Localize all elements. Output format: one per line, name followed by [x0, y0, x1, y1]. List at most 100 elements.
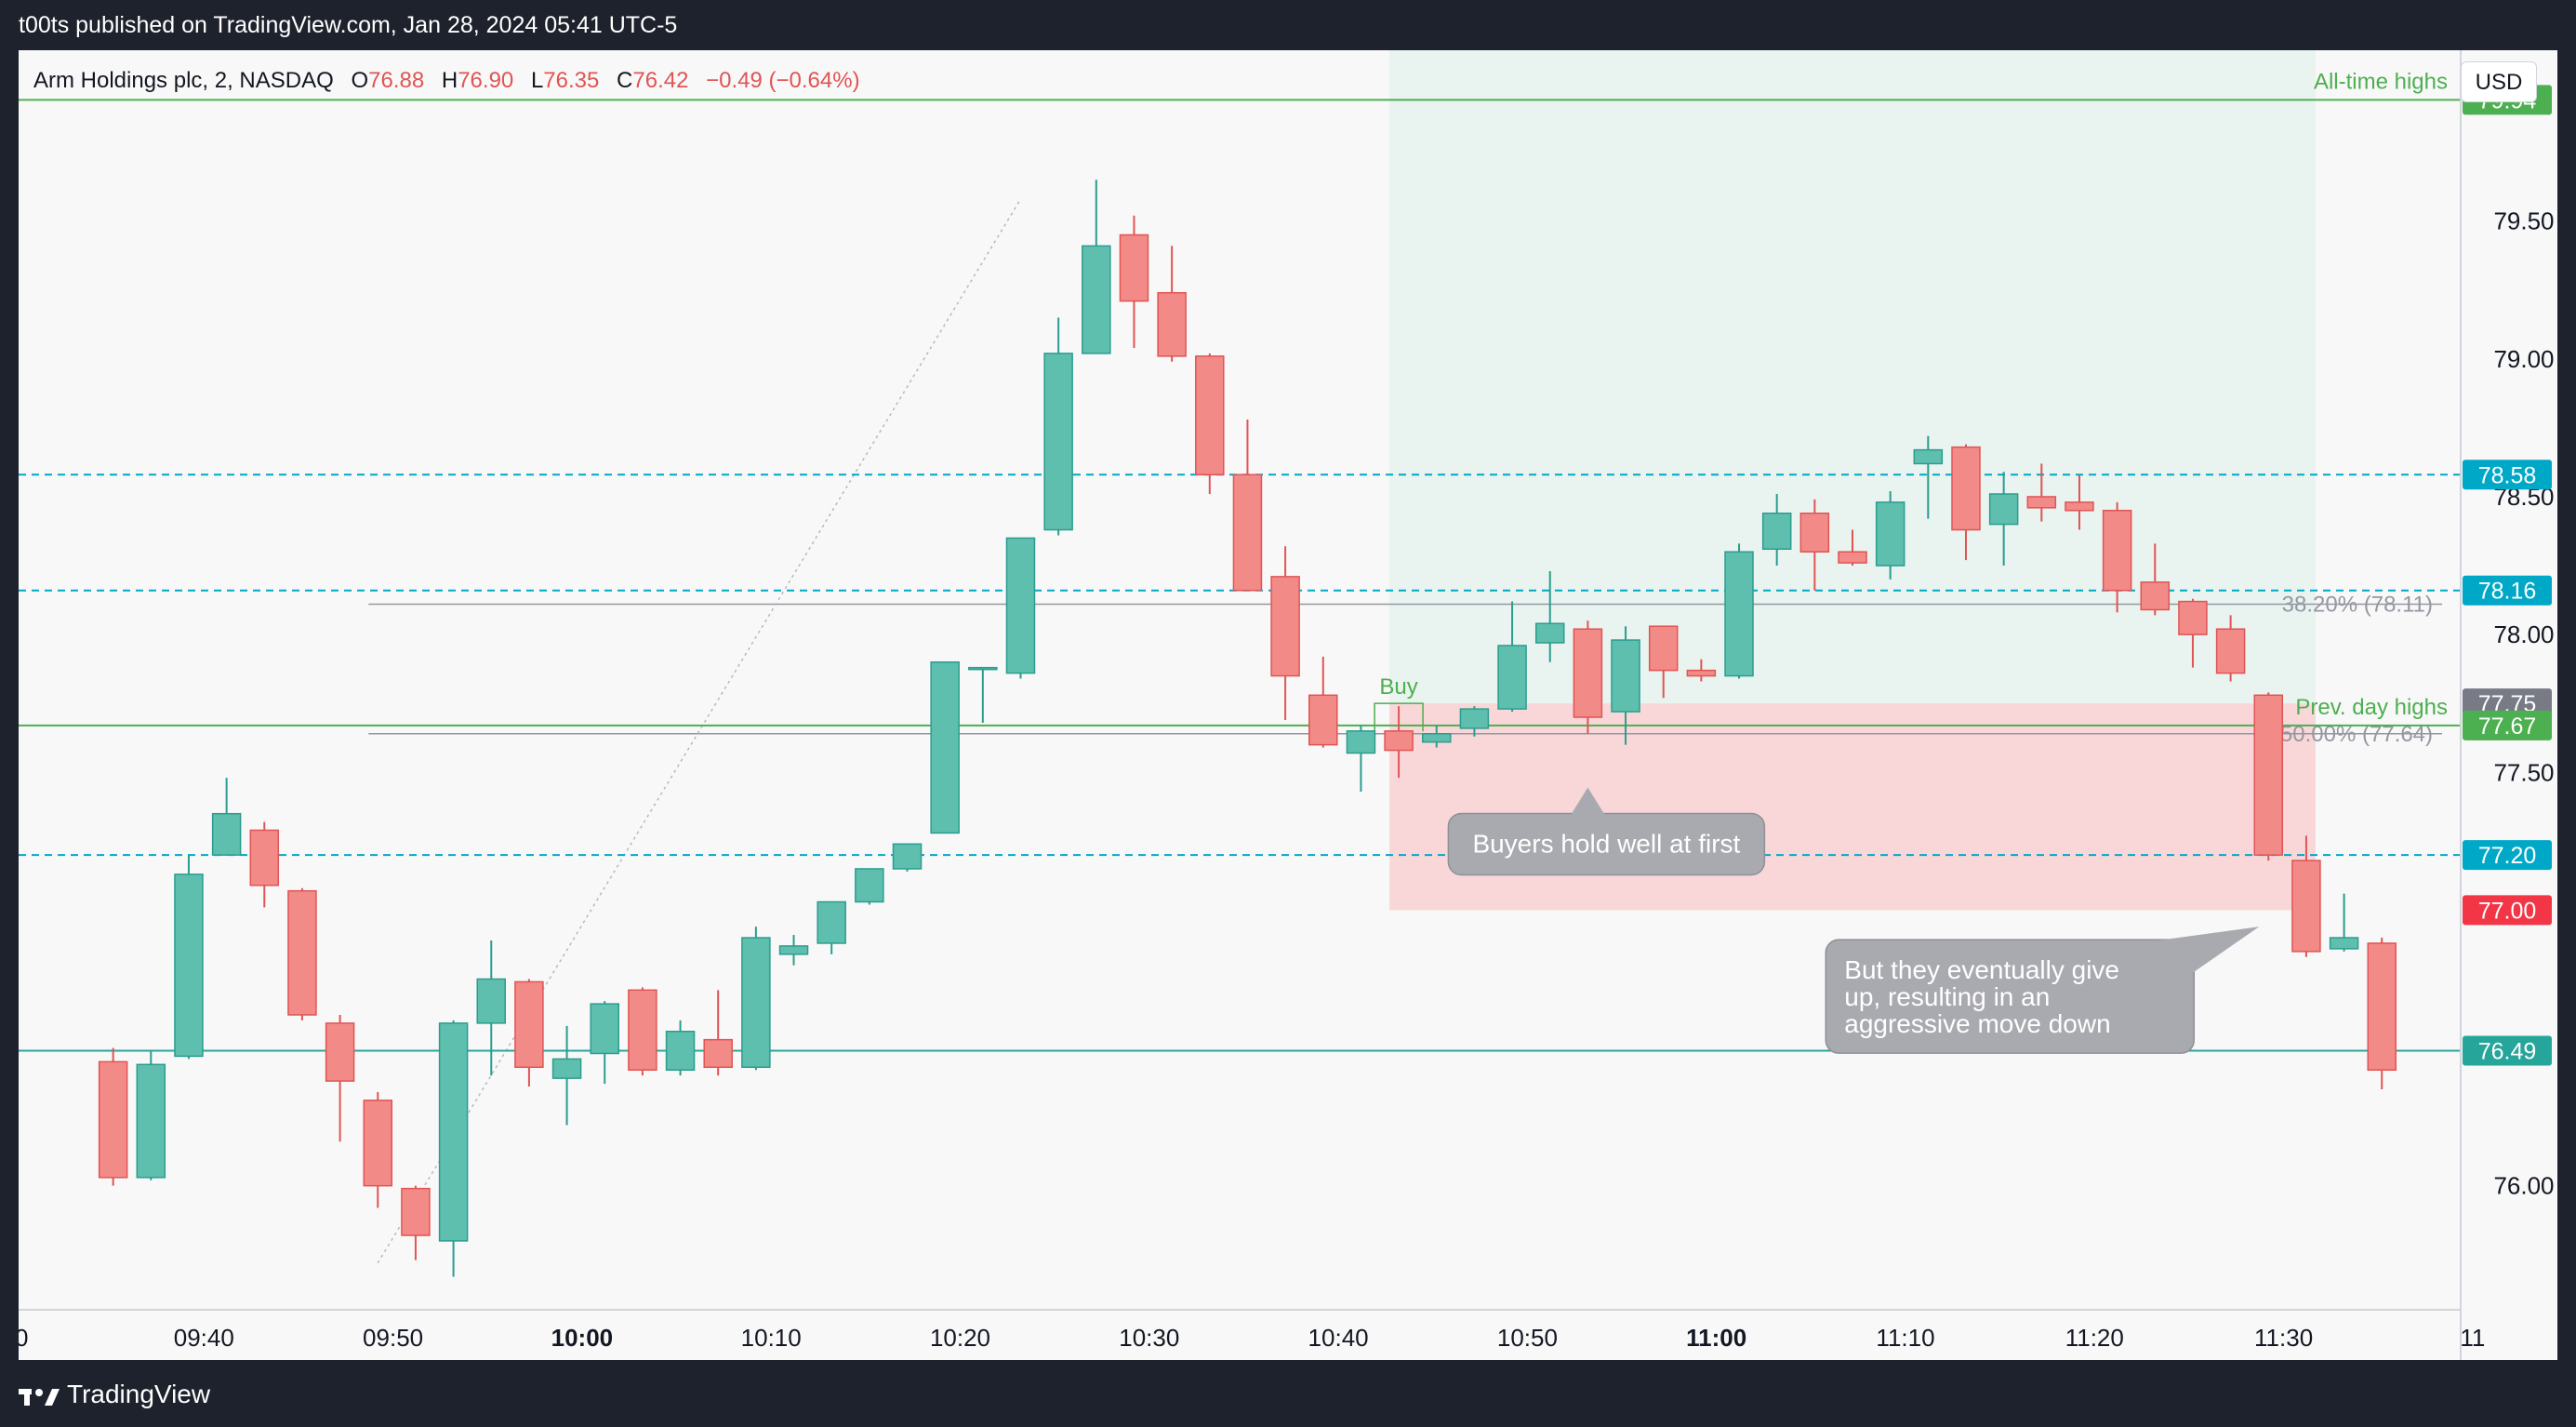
candle — [325, 1014, 355, 1142]
candle-body — [741, 937, 771, 1069]
publish-header: t00ts published on TradingView.com, Jan … — [0, 0, 2576, 50]
legend-high-value: 76.90 — [458, 68, 513, 93]
tradingview-logo-icon — [19, 1384, 60, 1406]
candle-body — [930, 660, 960, 834]
candle — [1761, 494, 1792, 567]
callout-text-line: up, resulting in an — [1844, 982, 2050, 1011]
price-label-text: 78.58 — [2478, 462, 2537, 488]
candle — [1686, 659, 1717, 682]
legend-close-label: C — [617, 68, 632, 93]
candle — [1422, 725, 1452, 748]
candle — [1573, 620, 1603, 734]
candle — [2215, 615, 2246, 682]
candle — [363, 1091, 393, 1208]
publish-info: t00ts published on TradingView.com, Jan … — [19, 12, 678, 38]
candle — [1082, 180, 1111, 354]
candle-body — [778, 945, 809, 955]
candle-body — [1611, 639, 1640, 713]
candle — [2253, 692, 2284, 861]
candle-body — [855, 868, 884, 903]
candle — [2291, 835, 2321, 957]
candle-body — [2215, 628, 2246, 674]
price-label-badge — [2463, 710, 2552, 740]
candle-body — [325, 1022, 355, 1082]
time-tick-label: 10:20 — [930, 1324, 990, 1352]
candle-body — [590, 1003, 619, 1055]
callout-pointer — [2157, 927, 2260, 974]
legend-high-label: H — [442, 68, 458, 93]
candle — [817, 900, 846, 954]
candle-body — [1573, 628, 1603, 718]
candle-body — [892, 843, 923, 870]
candle-body — [628, 989, 657, 1071]
candle-body — [363, 1100, 393, 1187]
candle — [174, 855, 204, 1060]
time-tick-label: 11 — [2460, 1324, 2485, 1352]
candle-body — [1232, 473, 1263, 592]
currency-button[interactable]: USD — [2461, 61, 2537, 102]
price-label-badge — [2463, 1035, 2552, 1066]
candle — [930, 660, 960, 834]
candle — [249, 821, 280, 908]
time-axis[interactable]: 30 09:40 09:50 10:00 10:10 10:20 10:30 10:40 10:… — [19, 1324, 2485, 1352]
candle-body — [703, 1038, 733, 1069]
candle — [2140, 543, 2171, 616]
candle — [211, 778, 242, 856]
candle-body — [1422, 733, 1452, 743]
legend-change: −0.49 (−0.64%) — [706, 68, 859, 93]
candle — [628, 987, 657, 1076]
legend-close-value: 76.42 — [632, 68, 688, 93]
fib-label: 38.20% (78.11) — [2282, 593, 2433, 618]
candle — [287, 887, 317, 1020]
annotation-callout: Buyers hold well at first — [1447, 787, 1766, 876]
candle-body — [2329, 937, 2359, 950]
candle — [1648, 625, 1679, 699]
candle — [892, 843, 923, 872]
legend-low-label: L — [531, 68, 543, 93]
candle — [1005, 537, 1036, 679]
candle — [1988, 472, 2019, 567]
candle — [855, 868, 884, 905]
candle — [136, 1050, 166, 1180]
candle — [2367, 938, 2397, 1089]
candle-body — [211, 812, 242, 856]
candle-body — [1157, 291, 1187, 357]
candle — [1724, 543, 1754, 679]
candle-body — [249, 829, 280, 887]
candle-body — [1384, 730, 1414, 752]
candle-body — [1270, 576, 1300, 677]
candle-body — [1648, 625, 1679, 672]
callout-pointer — [1571, 787, 1605, 815]
price-axis-label: 78.16 — [2463, 575, 2552, 606]
price-label-badge — [2463, 575, 2552, 606]
callout-text-line: aggressive move down — [1844, 1009, 2110, 1038]
price-label-text: 76.49 — [2478, 1038, 2537, 1064]
candle-body — [2065, 501, 2094, 512]
tradingview-logo[interactable]: TradingView — [19, 1379, 210, 1410]
candle — [741, 927, 771, 1071]
candle — [1611, 626, 1640, 745]
candle-body — [2026, 496, 2057, 509]
candle — [551, 1025, 582, 1126]
time-tick-label: 10:50 — [1497, 1324, 1558, 1352]
price-axis-label: 77.20 — [2463, 840, 2552, 871]
chart-area[interactable]: 38.20% (78.11) 50.00% (77.64) All-time hi… — [19, 50, 2557, 1360]
candle — [401, 1185, 431, 1260]
time-tick-label: 11:00 — [1686, 1324, 1746, 1352]
candle-body — [1043, 353, 1073, 531]
candle-body — [1838, 551, 1867, 564]
candle — [514, 979, 544, 1087]
candle-body — [2178, 600, 2208, 635]
price-axis-label: 77.00 — [2463, 895, 2552, 926]
price-tick-label: 79.00 — [2493, 345, 2554, 373]
tradingview-logo-text: TradingView — [67, 1380, 211, 1408]
candle-body — [1082, 245, 1111, 354]
candle-body — [1346, 730, 1376, 754]
candle-body — [1686, 669, 1717, 677]
candle — [1232, 420, 1263, 592]
candle-body — [476, 978, 506, 1024]
candle-body — [136, 1063, 166, 1179]
price-label-badge — [2463, 840, 2552, 871]
price-chart[interactable]: 38.20% (78.11)50.00% (77.64) All-time hi… — [19, 50, 2557, 1360]
candle — [1384, 706, 1414, 779]
